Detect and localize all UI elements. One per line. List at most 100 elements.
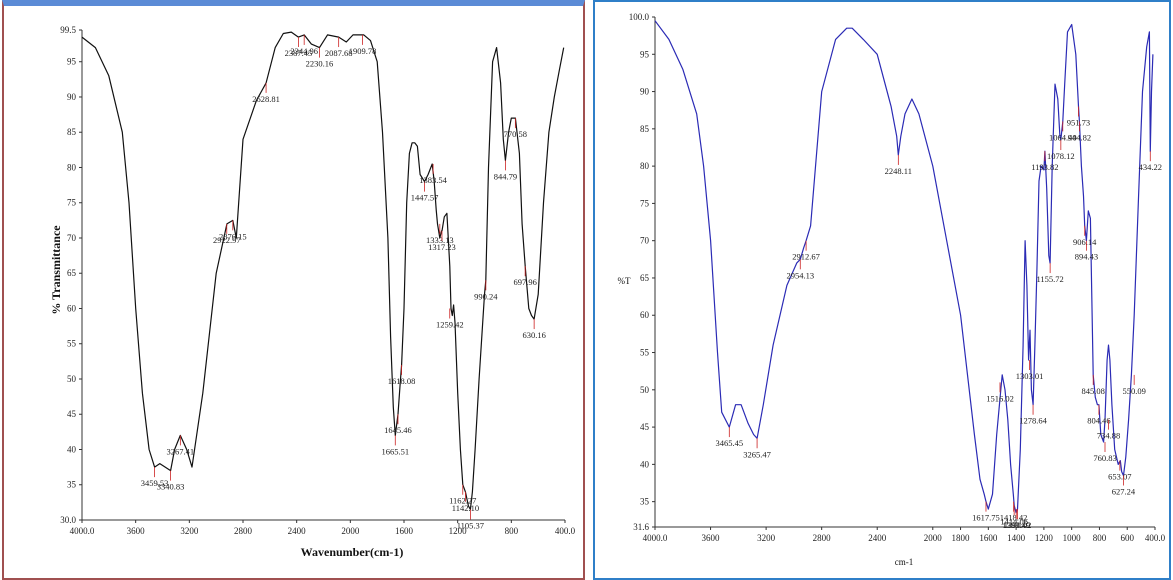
peak-label: 3459.53 (141, 478, 169, 488)
peak-label: 627.24 (1112, 487, 1136, 497)
peak-label: 550.09 (1122, 386, 1145, 396)
peak-label: 1333.13 (426, 235, 454, 245)
y-tick-label: 95 (640, 49, 650, 59)
peak-label: 1383.54 (419, 175, 447, 185)
x-tick-label: 800 (505, 526, 519, 536)
peak-label: 3265.47 (743, 449, 771, 459)
peak-label: 2628.81 (252, 94, 280, 104)
peak-label: 1645.46 (384, 425, 412, 435)
peak-label: 1399.49 (1002, 520, 1030, 530)
peak-label: 434.22 (1139, 162, 1162, 172)
peak-label: 1064.40 (1049, 132, 1077, 142)
x-tick-label: 3600 (127, 526, 146, 536)
x-tick-label: 1400 (1007, 533, 1026, 543)
peak-label: 630.16 (522, 330, 545, 340)
peak-label: 2954.13 (786, 270, 814, 280)
y-tick-label: 30.0 (60, 515, 76, 525)
y-tick-label: 75 (640, 198, 650, 208)
y-tick-label: 55 (67, 339, 77, 349)
spectrum-line (81, 31, 565, 510)
x-tick-label: 4000.0 (643, 533, 668, 543)
left-y-axis-title: % Transmittance (49, 225, 63, 315)
y-tick-label: 60 (640, 310, 650, 320)
peak-label: 906.14 (1073, 237, 1097, 247)
y-tick-label: 80 (67, 162, 77, 172)
peak-label: 760.83 (1093, 453, 1116, 463)
peak-label: 3267.41 (167, 446, 195, 456)
peak-label: 1078.12 (1047, 151, 1075, 161)
right-chart: %T cm-1 31.6 35 40 45 50 55 60 65 70 75 80 85 90 95 10… (618, 12, 1166, 567)
peak-label: 3465.45 (715, 438, 743, 448)
y-tick-label: 45 (67, 409, 77, 419)
peak-label: 1516.02 (986, 393, 1014, 403)
peak-label: 2248.11 (885, 166, 912, 176)
peak-label: 845.08 (1082, 386, 1105, 396)
peak-label: 770.58 (504, 129, 527, 139)
right-x-axis-title: cm-1 (895, 557, 914, 567)
y-tick-label: 80 (640, 161, 650, 171)
peak-label: 1317.23 (428, 242, 456, 252)
y-tick-label: 50 (67, 374, 77, 384)
x-tick-label: 1200 (449, 526, 468, 536)
peak-label: 1447.57 (411, 193, 439, 203)
y-tick-label: 40 (67, 444, 77, 454)
right-y-axis-title: %T (618, 276, 631, 286)
x-tick-label: 600 (1120, 533, 1134, 543)
x-tick-label: 1600 (979, 533, 998, 543)
x-tick-label: 3200 (757, 533, 776, 543)
x-tick-label: 2800 (234, 526, 253, 536)
peak-label: 1665.51 (381, 446, 409, 456)
peak-label: 2387.45 (285, 48, 313, 58)
x-tick-label: 2000 (924, 533, 943, 543)
peak-label: 1162.27 (449, 496, 476, 506)
x-tick-label: 800 (1093, 533, 1107, 543)
y-tick-label: 35 (67, 480, 77, 490)
peak-label: 1278.64 (1019, 416, 1047, 426)
y-tick-label: 85 (640, 124, 650, 134)
left-spectrum-panel (2, 0, 585, 580)
x-tick-label: 3200 (180, 526, 199, 536)
peak-label: 3340.83 (157, 482, 185, 492)
x-tick-label: 2400 (868, 533, 887, 543)
peak-label: 2876.15 (219, 231, 247, 241)
peak-label: 944.82 (1068, 132, 1091, 142)
y-tick-label: 100.0 (629, 12, 650, 22)
y-tick-label: 65 (67, 268, 77, 278)
y-tick-label: 65 (640, 273, 650, 283)
x-tick-label: 400.0 (1145, 533, 1166, 543)
peak-label: 2087.68 (325, 48, 353, 58)
peak-label: 894.43 (1075, 252, 1098, 262)
y-tick-label: 35 (640, 497, 650, 507)
y-tick-label: 95 (67, 57, 77, 67)
spectrum-line (654, 20, 1154, 514)
x-tick-label: 4000.0 (70, 526, 95, 536)
y-tick-label: 90 (640, 87, 650, 97)
peak-label: 653.07 (1108, 472, 1131, 482)
x-tick-label: 3600 (702, 533, 721, 543)
peak-label: 990.24 (474, 291, 498, 301)
y-tick-label: 55 (640, 348, 650, 358)
peak-label: 697.96 (513, 277, 536, 287)
left-chart: % Transmittance Wavenumber(cm-1) 30.0 35 4… (49, 25, 576, 559)
peak-label: 844.79 (494, 171, 517, 181)
x-tick-label: 2800 (813, 533, 832, 543)
peak-label: 1142.10 (452, 503, 479, 513)
peak-label: 1259.42 (436, 319, 464, 329)
x-tick-label: 2000 (341, 526, 360, 536)
peak-label: 1617.75 (972, 513, 1000, 523)
x-tick-label: 1000 (1063, 533, 1082, 543)
peak-label: 734.88 (1097, 431, 1120, 441)
peak-label: 804.46 (1087, 416, 1110, 426)
y-tick-label: 60 (67, 303, 77, 313)
peak-label: 1193.82 (1031, 162, 1058, 172)
peak-label: 1155.72 (1036, 274, 1063, 284)
y-tick-label: 70 (640, 236, 650, 246)
x-tick-label: 400.0 (555, 526, 576, 536)
y-tick-label: 40 (640, 459, 650, 469)
peak-label: 1618.08 (388, 376, 416, 386)
peak-label: 2922.97 (213, 235, 241, 245)
left-x-axis-title: Wavenumber(cm-1) (301, 545, 404, 559)
peak-label: 1414.06 (1000, 516, 1028, 526)
y-tick-label: 31.6 (633, 522, 649, 532)
